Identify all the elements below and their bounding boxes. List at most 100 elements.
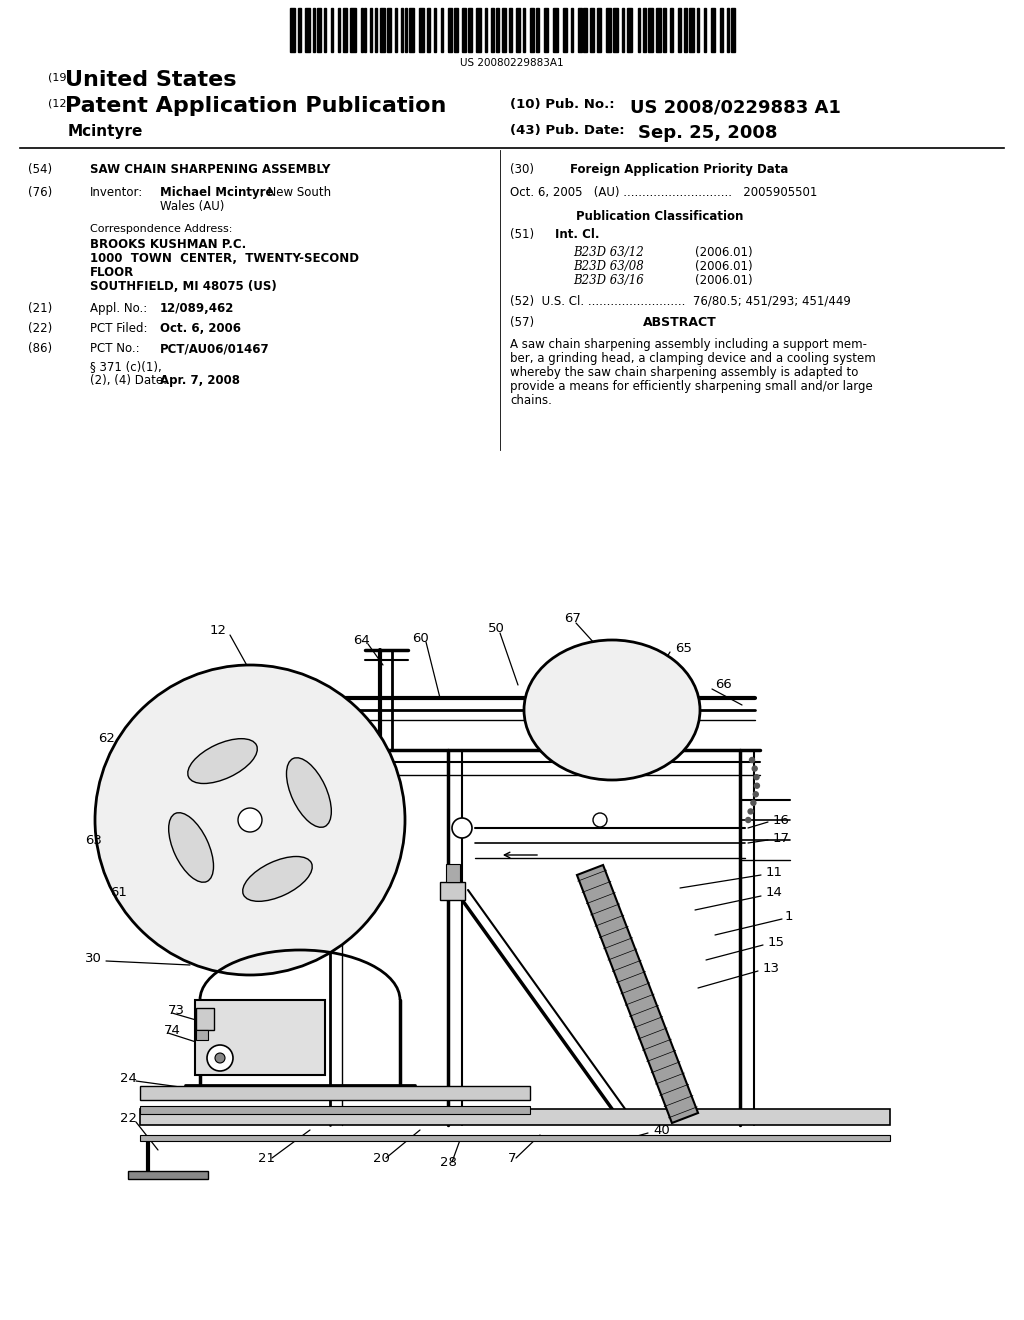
Bar bbox=[434, 8, 436, 51]
Bar bbox=[590, 8, 594, 51]
Bar bbox=[530, 8, 534, 51]
Text: (2006.01): (2006.01) bbox=[695, 275, 753, 286]
Bar bbox=[441, 8, 442, 51]
Bar bbox=[509, 8, 512, 51]
Bar bbox=[343, 8, 347, 51]
Bar bbox=[317, 8, 321, 51]
Text: whereby the saw chain sharpening assembly is adapted to: whereby the saw chain sharpening assembl… bbox=[510, 366, 858, 379]
Text: 7: 7 bbox=[508, 1151, 516, 1164]
Text: 12/089,462: 12/089,462 bbox=[160, 302, 234, 315]
Bar bbox=[537, 8, 539, 51]
Bar bbox=[584, 8, 587, 51]
Bar bbox=[670, 8, 673, 51]
Circle shape bbox=[745, 817, 751, 822]
Bar bbox=[400, 8, 402, 51]
Text: 60: 60 bbox=[412, 631, 429, 644]
Bar bbox=[324, 8, 326, 51]
Text: (86): (86) bbox=[28, 342, 52, 355]
Bar bbox=[497, 8, 499, 51]
Circle shape bbox=[215, 1053, 225, 1063]
Polygon shape bbox=[577, 865, 698, 1123]
Circle shape bbox=[751, 800, 756, 805]
Text: 1: 1 bbox=[785, 909, 794, 923]
Text: (19): (19) bbox=[48, 73, 71, 82]
Bar bbox=[689, 8, 694, 51]
Bar bbox=[440, 882, 465, 900]
Text: 16: 16 bbox=[773, 813, 790, 826]
Text: (43) Pub. Date:: (43) Pub. Date: bbox=[510, 124, 625, 137]
Bar bbox=[476, 8, 481, 51]
Text: Publication Classification: Publication Classification bbox=[577, 210, 743, 223]
Text: (76): (76) bbox=[28, 186, 52, 199]
Bar bbox=[606, 8, 610, 51]
Text: 65: 65 bbox=[675, 642, 692, 655]
Text: SOUTHFIELD, MI 48075 (US): SOUTHFIELD, MI 48075 (US) bbox=[90, 280, 276, 293]
Text: Apr. 7, 2008: Apr. 7, 2008 bbox=[160, 374, 240, 387]
Bar bbox=[523, 8, 525, 51]
Text: Michael Mcintyre: Michael Mcintyre bbox=[160, 186, 273, 199]
Bar bbox=[612, 8, 617, 51]
Text: (2006.01): (2006.01) bbox=[695, 260, 753, 273]
Text: US 2008/0229883 A1: US 2008/0229883 A1 bbox=[630, 98, 841, 116]
Text: 22: 22 bbox=[120, 1111, 137, 1125]
Circle shape bbox=[753, 766, 757, 771]
Text: Int. Cl.: Int. Cl. bbox=[555, 228, 599, 242]
Bar bbox=[140, 1106, 530, 1114]
Text: Mcintyre: Mcintyre bbox=[68, 124, 143, 139]
Bar bbox=[338, 8, 340, 51]
Bar bbox=[648, 8, 653, 51]
Text: ABSTRACT: ABSTRACT bbox=[643, 315, 717, 329]
Bar bbox=[371, 8, 372, 51]
Text: 64: 64 bbox=[353, 634, 370, 647]
Circle shape bbox=[238, 808, 262, 832]
Bar bbox=[128, 1171, 208, 1179]
Text: Inventor:: Inventor: bbox=[90, 186, 143, 199]
Circle shape bbox=[749, 809, 753, 814]
Bar bbox=[447, 8, 452, 51]
Bar bbox=[484, 8, 487, 51]
Bar bbox=[516, 8, 520, 51]
Text: 11: 11 bbox=[766, 866, 783, 879]
Ellipse shape bbox=[169, 813, 214, 882]
Text: 28: 28 bbox=[440, 1155, 457, 1168]
Bar bbox=[365, 8, 367, 51]
Text: A saw chain sharpening assembly including a support mem-: A saw chain sharpening assembly includin… bbox=[510, 338, 867, 351]
Bar bbox=[409, 8, 414, 51]
Ellipse shape bbox=[287, 758, 332, 828]
Bar bbox=[492, 8, 494, 51]
Bar bbox=[578, 8, 582, 51]
Text: 13: 13 bbox=[763, 961, 780, 974]
Bar bbox=[731, 8, 735, 51]
Bar bbox=[570, 8, 572, 51]
Text: 61: 61 bbox=[110, 886, 127, 899]
Bar bbox=[350, 8, 355, 51]
Bar bbox=[544, 8, 548, 51]
Bar bbox=[290, 8, 295, 51]
Bar bbox=[597, 8, 601, 51]
Text: (30): (30) bbox=[510, 162, 534, 176]
Text: chains.: chains. bbox=[510, 393, 552, 407]
Text: 24: 24 bbox=[120, 1072, 137, 1085]
Text: B23D 63/16: B23D 63/16 bbox=[573, 275, 644, 286]
Text: 73: 73 bbox=[168, 1003, 185, 1016]
Bar bbox=[502, 8, 506, 51]
Bar bbox=[468, 8, 472, 51]
Bar bbox=[140, 1135, 890, 1140]
Bar bbox=[360, 8, 362, 51]
Text: 50: 50 bbox=[488, 622, 505, 635]
Text: 40: 40 bbox=[653, 1123, 670, 1137]
Bar bbox=[380, 8, 385, 51]
Bar bbox=[375, 8, 377, 51]
Circle shape bbox=[207, 1045, 233, 1071]
Bar bbox=[298, 8, 301, 51]
Text: (52)  U.S. Cl. ..........................  76/80.5; 451/293; 451/449: (52) U.S. Cl. ..........................… bbox=[510, 294, 851, 308]
Text: (57): (57) bbox=[510, 315, 535, 329]
Text: US 20080229883A1: US 20080229883A1 bbox=[460, 58, 564, 69]
Bar bbox=[628, 8, 633, 51]
Text: B23D 63/08: B23D 63/08 bbox=[573, 260, 644, 273]
Bar bbox=[643, 8, 646, 51]
Text: 15: 15 bbox=[768, 936, 785, 949]
Text: 12: 12 bbox=[210, 623, 227, 636]
Bar bbox=[331, 8, 333, 51]
Text: FLOOR: FLOOR bbox=[90, 267, 134, 279]
